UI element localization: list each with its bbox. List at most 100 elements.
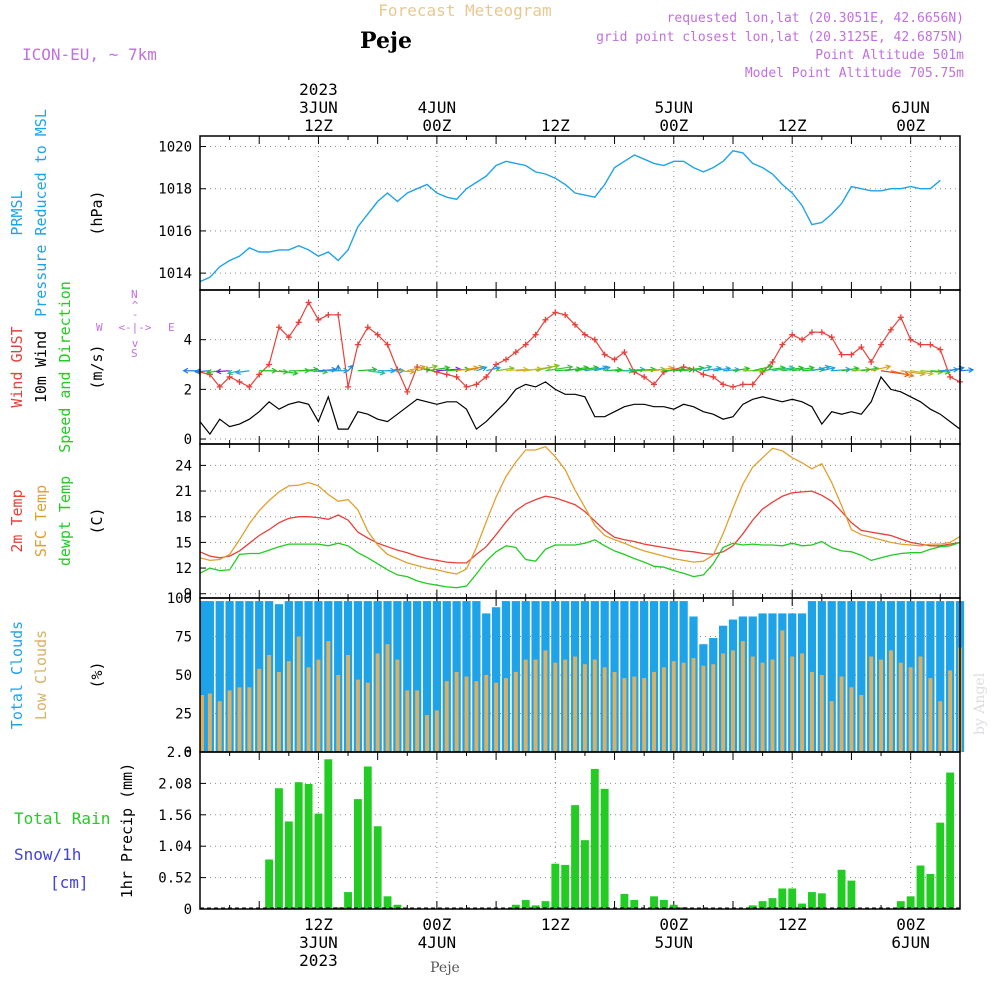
- ytick-label: 1016: [158, 224, 192, 240]
- wind-arrow-head: [182, 367, 189, 374]
- wind-direction-arrow: [308, 370, 328, 373]
- gust-point: [720, 381, 727, 388]
- wind-arrow-head: [234, 369, 242, 375]
- compass-south: S: [131, 347, 138, 360]
- wind-direction-arrow: [278, 370, 298, 375]
- y-axis-label: (C): [88, 507, 106, 534]
- top-time-label: 00Z: [422, 116, 451, 135]
- rain-bar: [324, 759, 333, 909]
- wind-direction-arrow: [367, 370, 385, 374]
- gust-point: [878, 341, 885, 348]
- total-clouds-bar: [936, 601, 945, 752]
- compass-arrows-horizontal: <-|->: [118, 321, 151, 334]
- low-clouds-bar: [553, 662, 558, 752]
- total-clouds-bar: [225, 601, 234, 752]
- wind-arrow-head: [818, 366, 825, 373]
- rain-bar: [817, 893, 826, 909]
- wind-speed-line: [199, 375, 961, 436]
- wind-arrow-head: [968, 367, 975, 374]
- gust-point: [542, 316, 549, 323]
- gust-point: [858, 344, 865, 351]
- wind-direction-arrow: [357, 368, 377, 372]
- rain-bar: [561, 864, 570, 909]
- ytick-label: 4: [184, 333, 192, 349]
- low-clouds-bar: [200, 695, 204, 752]
- total-clouds-bar: [926, 601, 935, 752]
- wind-direction-arrow: [782, 367, 804, 372]
- wind-direction-arrow: [949, 367, 964, 372]
- gust-point: [927, 341, 934, 348]
- low-clouds-bar: [740, 641, 745, 752]
- low-clouds-bar: [908, 667, 913, 752]
- wind-direction-arrow: [318, 368, 337, 372]
- rain-bar: [847, 880, 856, 909]
- wind-direction-arrow: [910, 370, 933, 375]
- gust-point: [325, 311, 332, 318]
- low-clouds-bar: [612, 671, 617, 752]
- wind-direction-arrow: [407, 366, 426, 372]
- wind-direction-arrow: [663, 368, 685, 372]
- ytick-label: 1020: [158, 140, 192, 156]
- wind-direction-arrow: [535, 364, 559, 372]
- gust-line: [199, 301, 961, 394]
- gust-point: [305, 299, 312, 306]
- wind-arrow-head: [494, 365, 501, 372]
- gust-point: [295, 319, 302, 326]
- low-clouds-bar: [296, 636, 301, 752]
- gust-point: [285, 334, 292, 341]
- low-clouds-bar: [237, 687, 242, 752]
- wind-arrow-head: [481, 365, 488, 372]
- low-clouds-bar: [415, 690, 420, 752]
- y-axis-label: PRMSL: [8, 190, 26, 235]
- total-clouds-bar: [620, 601, 629, 752]
- wind-arrow-head: [215, 368, 222, 375]
- wind-arrow-head: [194, 368, 201, 375]
- rain-bar: [541, 901, 550, 909]
- gust-point: [818, 329, 825, 336]
- wind-arrow-head: [824, 364, 831, 371]
- rain-bar: [630, 899, 639, 909]
- gust-point: [710, 373, 717, 380]
- ytick-label: 75: [175, 630, 192, 646]
- gust-point: [947, 373, 954, 380]
- gust-point: [502, 356, 509, 363]
- bottom-time-label: 12Z: [541, 915, 570, 934]
- low-clouds-bar: [602, 667, 607, 752]
- wind-direction-arrow: [653, 367, 674, 372]
- gust-point: [789, 331, 796, 338]
- gust-point: [897, 314, 904, 321]
- compass-north: N: [131, 288, 138, 301]
- ytick-label: 1014: [158, 266, 192, 282]
- y-axis-label: SFC Temp: [32, 485, 50, 557]
- ytick-label: 2.6: [167, 745, 192, 761]
- low-clouds-bar: [207, 693, 212, 752]
- y-axis-label: 2m Temp: [8, 489, 26, 552]
- wind-arrow-head: [292, 369, 299, 376]
- wind-direction-arrow: [436, 368, 461, 372]
- low-clouds-bar: [671, 661, 676, 752]
- low-clouds-bar: [691, 658, 696, 752]
- rain-bar: [600, 788, 609, 909]
- wind-arrow-head: [616, 366, 623, 373]
- wind-direction-arrow: [713, 367, 731, 372]
- wind-arrow-head: [908, 372, 915, 378]
- panel-frame: [199, 751, 961, 910]
- gust-point: [374, 331, 381, 338]
- gust-point: [848, 351, 855, 358]
- gust-point: [384, 341, 391, 348]
- gust-point: [236, 378, 243, 385]
- ytick-label: 0: [184, 432, 192, 448]
- low-clouds-bar: [286, 661, 291, 752]
- wind-direction-arrow: [821, 367, 835, 372]
- total-clouds-bar: [205, 601, 215, 752]
- wind-direction-arrow: [772, 367, 794, 372]
- wind-arrow-head: [679, 366, 686, 373]
- total-clouds-bar: [245, 601, 254, 752]
- low-clouds-bar: [681, 662, 686, 752]
- rain-bar: [304, 784, 313, 909]
- rain-bar: [896, 901, 905, 909]
- rain-bar: [916, 865, 925, 909]
- point-altitude: Point Altitude 501m: [815, 48, 964, 63]
- rain-bar: [758, 901, 767, 909]
- low-clouds-bar: [859, 695, 864, 752]
